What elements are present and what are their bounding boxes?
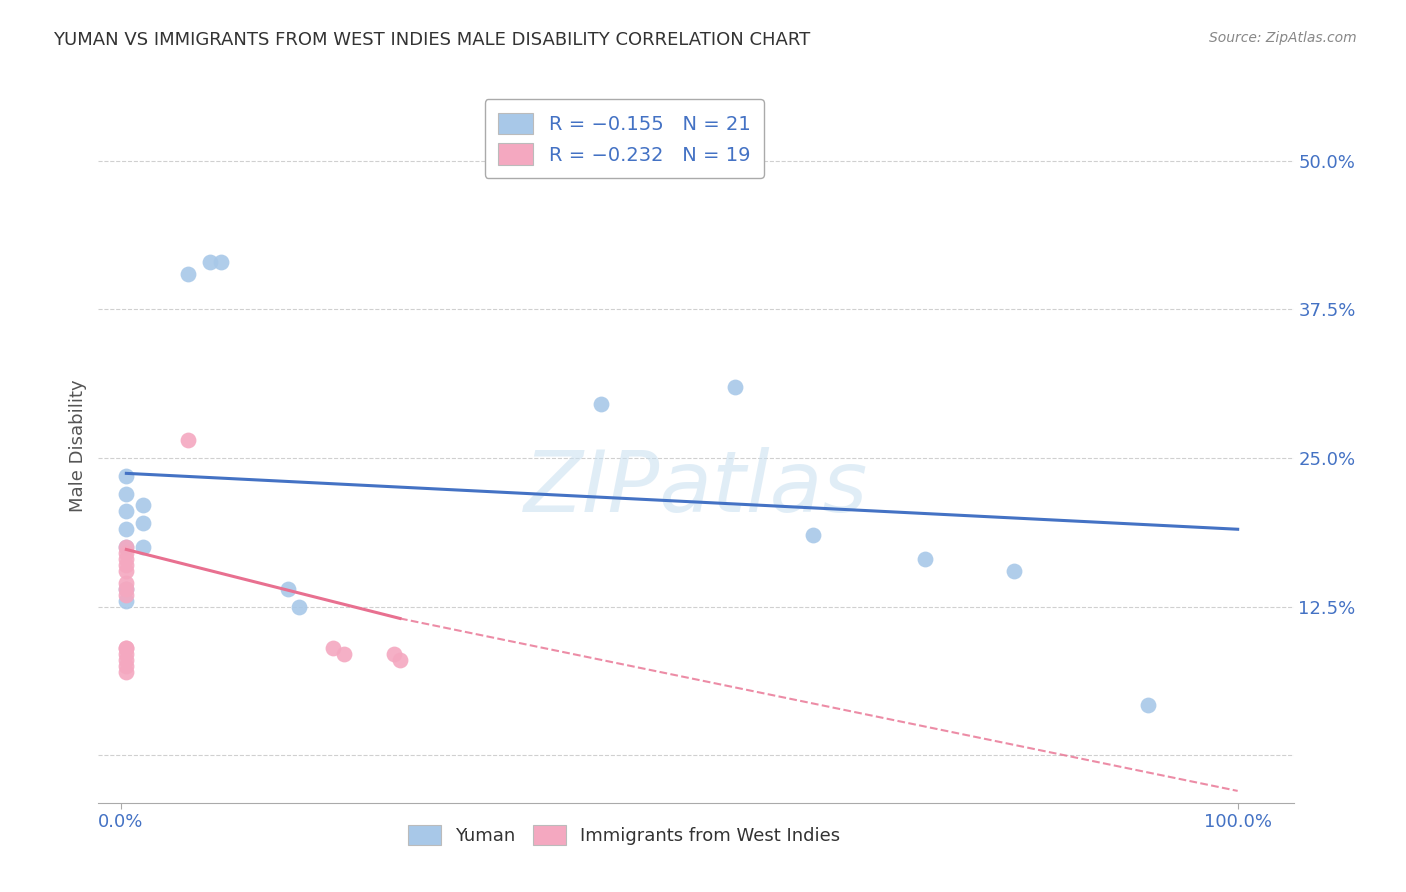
Point (115, 552, 138, 566)
Text: Source: ZipAtlas.com: Source: ZipAtlas.com (1209, 31, 1357, 45)
Point (115, 468, 138, 483)
Point (198, 254, 221, 268)
Point (115, 558, 138, 572)
Point (115, 486, 138, 500)
Point (177, 433, 200, 447)
Point (209, 254, 232, 268)
Text: ZIPatlas: ZIPatlas (524, 447, 868, 531)
Point (115, 647, 138, 661)
Legend: Yuman, Immigrants from West Indies: Yuman, Immigrants from West Indies (395, 813, 853, 858)
Point (1137, 698, 1160, 713)
Point (115, 546, 138, 560)
Point (115, 504, 138, 518)
Point (288, 599, 311, 614)
Point (132, 516, 155, 531)
Point (115, 665, 138, 679)
Point (115, 582, 138, 596)
Point (132, 499, 155, 513)
Point (115, 653, 138, 667)
Point (115, 659, 138, 673)
Point (177, 267, 200, 281)
Point (115, 593, 138, 607)
Point (384, 647, 406, 661)
Y-axis label: Male Disability: Male Disability (69, 380, 87, 512)
Point (132, 540, 155, 554)
Point (115, 540, 138, 554)
Point (724, 379, 747, 393)
Point (115, 641, 138, 656)
Point (115, 522, 138, 536)
Point (801, 528, 824, 542)
Point (322, 641, 344, 656)
Point (115, 564, 138, 578)
Point (914, 552, 936, 566)
Point (333, 647, 356, 661)
Point (115, 641, 138, 656)
Point (115, 588, 138, 602)
Point (115, 582, 138, 596)
Text: YUMAN VS IMMIGRANTS FROM WEST INDIES MALE DISABILITY CORRELATION CHART: YUMAN VS IMMIGRANTS FROM WEST INDIES MAL… (53, 31, 811, 49)
Point (277, 582, 299, 596)
Point (388, 653, 411, 667)
Point (1002, 564, 1025, 578)
Point (115, 575, 138, 590)
Point (589, 397, 612, 411)
Point (115, 540, 138, 554)
